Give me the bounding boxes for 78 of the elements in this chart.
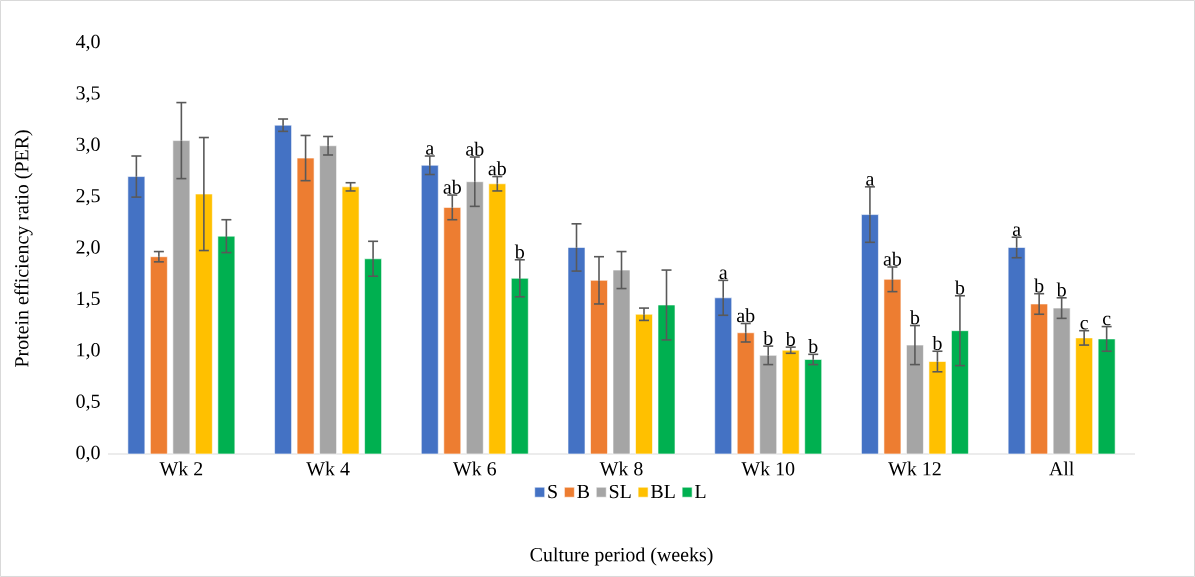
data-label: b [1056, 282, 1066, 297]
x-tick-label: All [1049, 461, 1074, 476]
data-label: ab [443, 179, 461, 194]
data-label: ab [466, 141, 484, 156]
data-label: a [719, 269, 728, 280]
data-label: b [785, 331, 795, 346]
y-tick-label: 3,0 [76, 137, 100, 154]
data-label: b [1034, 278, 1044, 293]
bar [951, 330, 969, 455]
data-label: b [932, 336, 942, 351]
legend-label: B [577, 484, 589, 499]
data-label: a [866, 176, 875, 186]
legend-label: S [548, 484, 557, 499]
data-label: b [909, 310, 920, 325]
bar [590, 280, 608, 455]
bar [612, 269, 631, 455]
data-label: c [1102, 315, 1111, 326]
bar [195, 193, 213, 455]
bar [906, 344, 924, 455]
data-label: ab [488, 161, 506, 176]
x-tick-label: Wk 10 [741, 461, 795, 476]
bar [127, 176, 146, 455]
y-tick-label: 1,0 [77, 343, 100, 360]
y-tick-label: 4,0 [75, 34, 100, 52]
y-tick-label: 0,5 [76, 394, 100, 411]
data-label: c [1080, 319, 1088, 330]
data-label: ab [883, 251, 902, 266]
bar [443, 207, 462, 455]
legend-label: BL [650, 484, 675, 499]
y-tick-label: 2,5 [76, 188, 100, 206]
x-tick-label: Wk 6 [452, 461, 497, 476]
legend-label: L [695, 484, 706, 498]
bar [635, 313, 653, 455]
bar [150, 256, 168, 455]
data-label: b [808, 339, 818, 354]
y-tick-label: 3,5 [76, 86, 100, 103]
data-label: ab [737, 308, 755, 323]
bar [928, 361, 947, 455]
y-tick-label: 1,5 [77, 291, 100, 308]
bar [781, 349, 800, 455]
bar [567, 247, 586, 455]
bar [172, 140, 191, 455]
bar [364, 258, 382, 455]
x-tick-label: Wk 8 [599, 461, 643, 476]
x-axis-title: Culture period (weeks) [530, 547, 713, 566]
y-axis-title: Protein efficiency ratio (PER) [14, 130, 33, 367]
bar [759, 355, 778, 455]
bar [714, 297, 733, 455]
bar [1075, 337, 1093, 455]
bar [319, 145, 337, 455]
x-tick-label: Wk 4 [306, 461, 350, 476]
data-label: b [514, 244, 525, 259]
data-label: a [426, 145, 434, 155]
y-tick-label: 2,0 [76, 240, 100, 257]
bar [804, 359, 823, 455]
bar [274, 124, 292, 455]
bar [1097, 338, 1116, 455]
y-tick-label: 0,0 [76, 445, 100, 463]
bar [1052, 307, 1071, 455]
bar [1007, 247, 1026, 455]
bar [883, 279, 902, 455]
bar [1030, 303, 1048, 455]
x-tick-label: Wk 12 [888, 461, 941, 476]
data-label: b [954, 280, 965, 295]
bar [861, 214, 879, 455]
bar [296, 157, 315, 455]
legend-label: SL [609, 484, 631, 499]
data-label: b [763, 330, 773, 345]
bar [510, 277, 529, 455]
bar [341, 186, 360, 455]
bar [488, 183, 507, 455]
x-tick-label: Wk 2 [159, 461, 203, 476]
bar [217, 235, 236, 455]
data-label: a [1012, 226, 1021, 236]
bar [420, 164, 439, 455]
bar [657, 304, 676, 455]
bar [736, 332, 755, 455]
bar [465, 181, 484, 455]
